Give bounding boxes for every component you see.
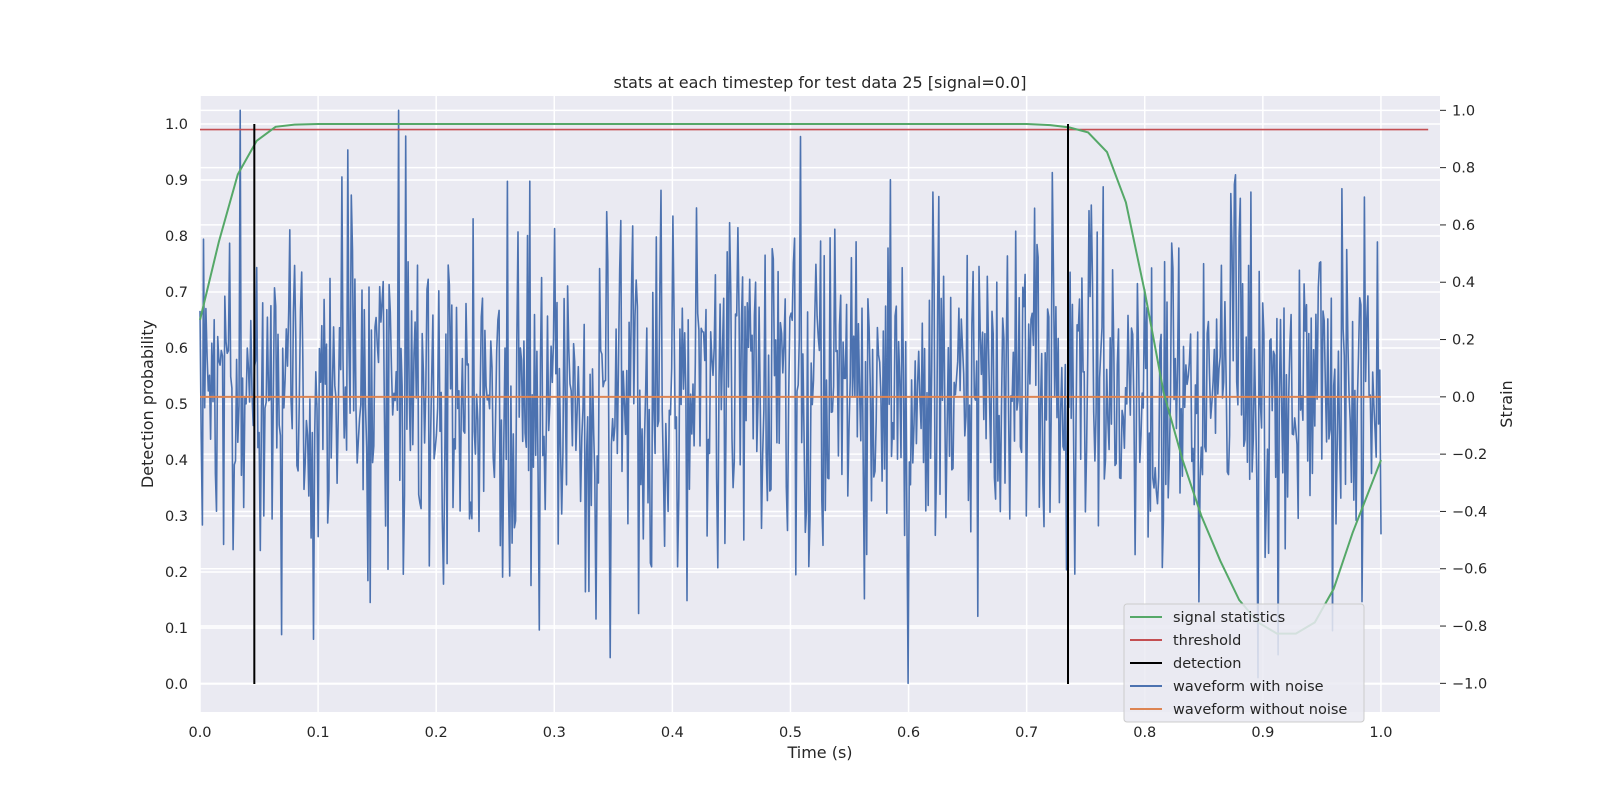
series-layer [199,109,1429,685]
y-tick-label-right: −0.4 [1452,504,1487,520]
y-tick-label-right: −0.2 [1452,447,1487,463]
y-tick-label-right: 0.6 [1452,218,1475,234]
y-axis-right-label: Strain [1497,380,1516,427]
x-tick-label: 0.3 [543,725,566,741]
y-tick-label-right: 1.0 [1452,103,1475,119]
y-tick-label-right: 0.2 [1452,333,1475,349]
y-tick-label-left: 0.0 [165,677,188,693]
x-tick-label: 0.2 [425,725,448,741]
legend-label-detection: detection [1173,656,1241,672]
y-axis-left: 0.0 0.1 0.2 0.3 0.4 0.5 0.6 0.7 0.8 0.9 1.0 [165,117,188,693]
y-tick-label-left: 0.9 [165,173,188,189]
x-axis: 0.0 0.1 0.2 0.3 0.4 0.5 0.6 0.7 0.8 0.9 1.0 [188,725,1392,741]
legend-label-signal-statistics: signal statistics [1173,610,1285,626]
legend: signal statistics threshold detection wa… [1123,603,1365,723]
x-axis-label: Time (s) [786,743,852,762]
y-tick-label-left: 0.3 [165,509,188,525]
y-axis-left-label: Detection probability [138,320,157,488]
x-tick-label: 0.9 [1251,725,1274,741]
legend-label-waveform-with-noise: waveform with noise [1173,679,1324,695]
y-tick-label-left: 0.8 [165,229,188,245]
x-tick-label: 0.4 [661,725,684,741]
legend-label-threshold: threshold [1173,633,1241,649]
y-tick-label-left: 0.1 [165,621,188,637]
x-tick-label: 0.7 [1015,725,1038,741]
y-tick-label-right: −1.0 [1452,676,1487,692]
legend-label-waveform-without-noise: waveform without noise [1173,702,1347,718]
y-tick-label-right: 0.4 [1452,275,1475,291]
x-tick-label: 0.0 [188,725,211,741]
x-tick-label: 0.6 [897,725,920,741]
x-tick-label: 0.1 [307,725,330,741]
y-tick-label-right: −0.6 [1452,562,1487,578]
series-waveform-with-noise [199,109,1382,685]
y-tick-label-left: 0.5 [165,397,188,413]
y-axis-right: −1.0 −0.8 −0.6 −0.4 −0.2 0.0 0.2 0.4 0.6 0.8 1.0 [1440,103,1487,692]
y-tick-label-left: 0.7 [165,285,188,301]
y-tick-label-left: 0.4 [165,453,188,469]
chart-title: stats at each timestep for test data 25 … [614,73,1027,92]
legend-box [1123,603,1365,723]
y-tick-label-left: 0.2 [165,565,188,581]
x-tick-label: 0.8 [1133,725,1156,741]
y-tick-label-right: 0.0 [1452,390,1475,406]
y-tick-label-left: 0.6 [165,341,188,357]
x-tick-label: 0.5 [779,725,802,741]
y-tick-label-right: −0.8 [1452,619,1487,635]
x-tick-label: 1.0 [1369,725,1392,741]
y-tick-label-right: 0.8 [1452,161,1475,177]
y-tick-label-left: 1.0 [165,117,188,133]
